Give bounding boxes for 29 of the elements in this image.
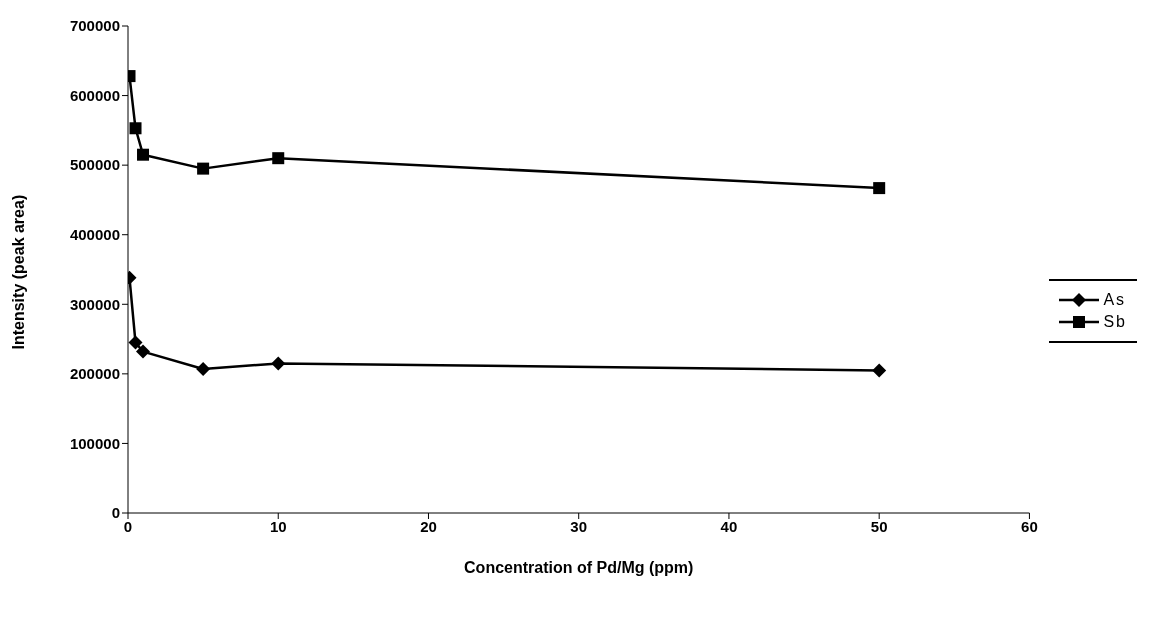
point xyxy=(128,335,143,350)
x-tick-label: 0 xyxy=(123,517,133,535)
point xyxy=(873,182,886,195)
y-tick-label: 100000 xyxy=(69,434,120,452)
x-tick-label: 10 xyxy=(269,517,287,535)
point xyxy=(272,152,285,165)
x-tick-label: 50 xyxy=(870,517,888,535)
x-tick-label: 30 xyxy=(570,517,588,535)
legend-label: Sb xyxy=(1103,312,1127,331)
point xyxy=(196,361,211,376)
y-tick-label: 200000 xyxy=(69,365,120,383)
y-tick-label: 0 xyxy=(111,504,120,522)
x-tick-label: 40 xyxy=(720,517,738,535)
point xyxy=(197,162,210,175)
y-axis-title: Intensity (peak area) xyxy=(9,194,27,350)
point xyxy=(129,122,142,135)
x-axis-title: Concentration of Pd/Mg (ppm) xyxy=(464,559,694,576)
point xyxy=(872,363,887,378)
y-tick-label: 400000 xyxy=(69,226,120,244)
point xyxy=(137,148,150,161)
y-tick-label: 300000 xyxy=(69,295,120,313)
y-tick-label: 500000 xyxy=(69,156,120,174)
x-tick-label: 60 xyxy=(1021,517,1038,535)
x-tick-label: 20 xyxy=(420,517,437,535)
y-tick-label: 600000 xyxy=(69,86,120,104)
point xyxy=(136,344,151,359)
legend-label: As xyxy=(1103,290,1127,309)
y-tick-label: 700000 xyxy=(69,17,120,35)
point xyxy=(271,356,286,371)
